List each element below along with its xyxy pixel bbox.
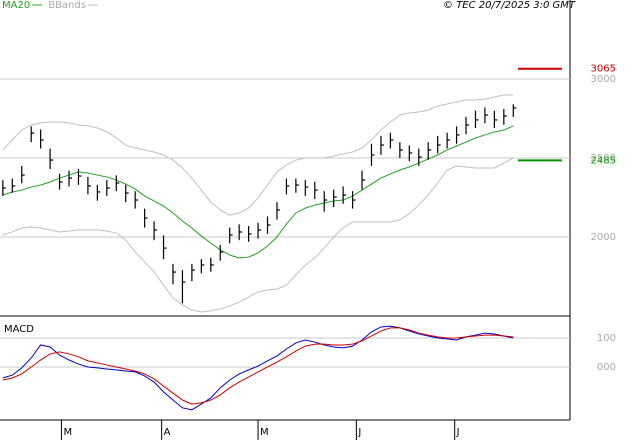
y-tick-label: 3000 — [591, 74, 616, 85]
level-label: 2485 — [591, 155, 616, 166]
line — [2, 327, 514, 405]
y-tick-label: 000 — [597, 362, 616, 373]
frame — [0, 0, 571, 421]
level-label: 3065 — [591, 64, 616, 75]
x-tick-label: J — [456, 427, 460, 438]
y-tick-label: 100 — [597, 333, 616, 344]
line — [2, 325, 514, 411]
y-tick-label: 2000 — [591, 232, 616, 243]
x-tick-label: J — [357, 427, 361, 438]
line — [2, 157, 514, 313]
y-tick-label: 2500 — [591, 153, 616, 164]
x-tick-label: M — [63, 427, 72, 438]
source: © TEC 20/7/2025 3:0 GMT — [443, 0, 576, 11]
legend-label: MA20 — [2, 0, 30, 11]
line — [2, 94, 514, 216]
macd-title: MACD — [4, 324, 34, 335]
x-tick-label: A — [164, 427, 171, 438]
legend-label: BBands — [48, 0, 86, 11]
x-tick-label: M — [260, 427, 269, 438]
